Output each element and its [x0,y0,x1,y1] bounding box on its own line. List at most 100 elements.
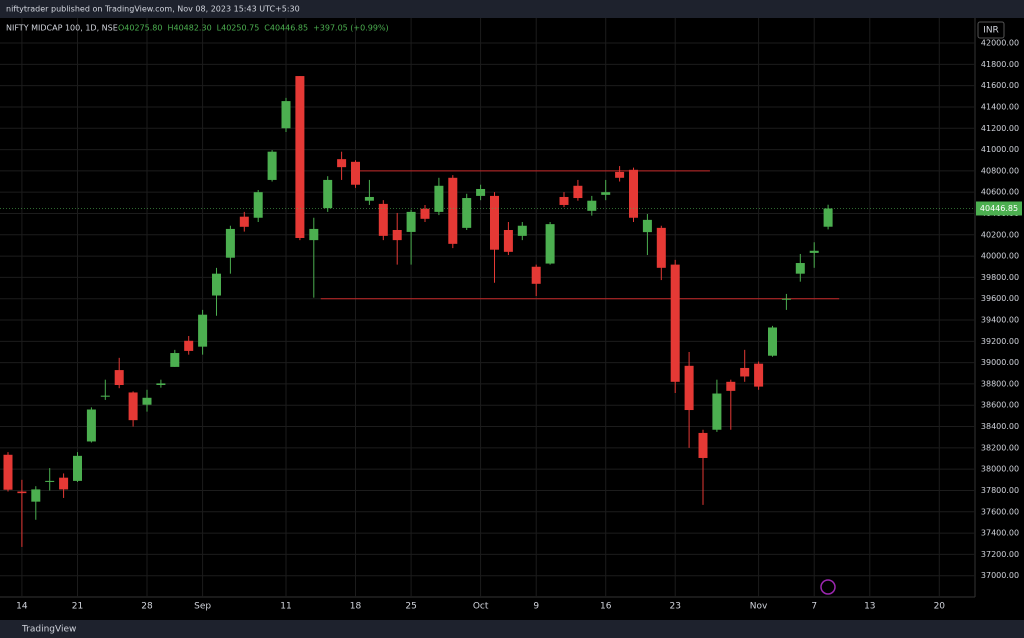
x-tick-label: 28 [141,602,153,612]
candle-body [86,409,96,442]
currency: INR [983,26,999,36]
candle-body [795,263,805,274]
candle-body [698,432,708,458]
candle-body [45,480,55,482]
bottom-bar [0,620,1024,638]
y-tick-label: 40000.00 [981,252,1019,261]
candle-body [434,185,444,212]
x-tick-label: Nov [750,602,768,612]
x-tick-label: 11 [280,602,291,612]
y-tick-label: 39600.00 [981,294,1019,303]
candle-body [601,192,611,195]
y-tick-label: 41600.00 [981,81,1019,90]
y-tick-label: 41200.00 [981,124,1019,133]
y-tick-label: 41000.00 [981,145,1019,154]
y-tick-label: 39200.00 [981,337,1019,346]
candle-body [351,161,360,185]
candle-body [184,340,194,351]
candle-body [225,228,235,258]
candle-body [212,273,221,296]
y-tick-label: 38600.00 [981,401,1019,410]
candle-body [156,383,166,386]
last-price-box [976,201,1022,216]
ohlc-value: O40275.80 [118,24,162,33]
candle-body [642,219,652,233]
x-tick-label: 7 [811,602,817,612]
candle-body [809,250,819,253]
x-tick-label: 16 [600,602,612,612]
x-tick-label: 23 [669,602,680,612]
candle-body [684,365,694,411]
x-tick-label: Sep [194,602,211,612]
candle-body [17,491,27,494]
currency-box[interactable] [977,21,1005,39]
candle-body [517,225,527,236]
ohlc-value: C40446.85 [264,24,308,33]
candle-body [823,208,833,227]
candle-body [587,200,597,211]
candle-body [31,489,41,502]
candle-body [128,392,138,421]
x-tick-label: 18 [350,602,362,612]
candle-body [3,454,13,490]
candle-body [73,455,82,481]
candle-body [100,395,110,397]
candle-body [406,211,416,232]
candle-body [573,185,583,199]
y-tick-label: 42000.00 [981,39,1019,48]
x-tick-label: 21 [72,602,83,612]
candle-body [309,228,319,241]
y-tick-label: 40800.00 [981,166,1019,175]
ohlc-value: +397.05 (+0.99%) [313,24,389,33]
candle-body [740,367,750,377]
candle-body [545,224,555,264]
candle-body [323,179,333,209]
y-tick-label: 37200.00 [981,550,1019,559]
candle-body [420,208,430,219]
y-tick-label: 37400.00 [981,529,1019,538]
candle-body [476,188,486,196]
candle-body [656,227,666,268]
x-tick-label: 20 [934,602,946,612]
y-tick-label: 38400.00 [981,422,1019,431]
candle-body [337,159,347,168]
x-tick-label: 9 [533,602,539,612]
candle-body [712,393,722,430]
last-price-label: 40446.85 [980,204,1018,213]
y-tick-label: 40600.00 [981,188,1019,197]
event-icon[interactable] [820,579,836,595]
x-tick-label: 14 [16,602,28,612]
candle-body [281,101,291,129]
candle-body [392,229,402,241]
candle-body [59,477,69,490]
candle-body [670,264,680,382]
candle-body [754,363,764,387]
y-tick-label: 41400.00 [981,102,1019,111]
candle-body [726,381,736,391]
y-tick-label: 37600.00 [981,507,1019,516]
candle-body [239,216,249,227]
y-tick-label: 38800.00 [981,379,1019,388]
candle-body [378,203,388,236]
candle-body [490,195,499,250]
brand: TradingView [21,625,76,635]
candle-body [364,196,374,201]
top-bar [0,0,1024,18]
candle-body [170,353,180,367]
candle-body [781,298,791,300]
y-tick-label: 39400.00 [981,316,1019,325]
candle-body [503,229,513,252]
y-tick-label: 38200.00 [981,443,1019,452]
candle-body [253,192,263,218]
x-tick-label: 13 [864,602,875,612]
candle-body [629,169,638,218]
candle-body [559,196,569,205]
x-tick-label: 25 [405,602,416,612]
candle-body [142,397,152,405]
y-tick-label: 37000.00 [981,571,1019,580]
y-tick-label: 40200.00 [981,230,1019,239]
y-tick-label: 39800.00 [981,273,1019,282]
candle-body [768,327,777,356]
y-tick-label: 41800.00 [981,60,1019,69]
